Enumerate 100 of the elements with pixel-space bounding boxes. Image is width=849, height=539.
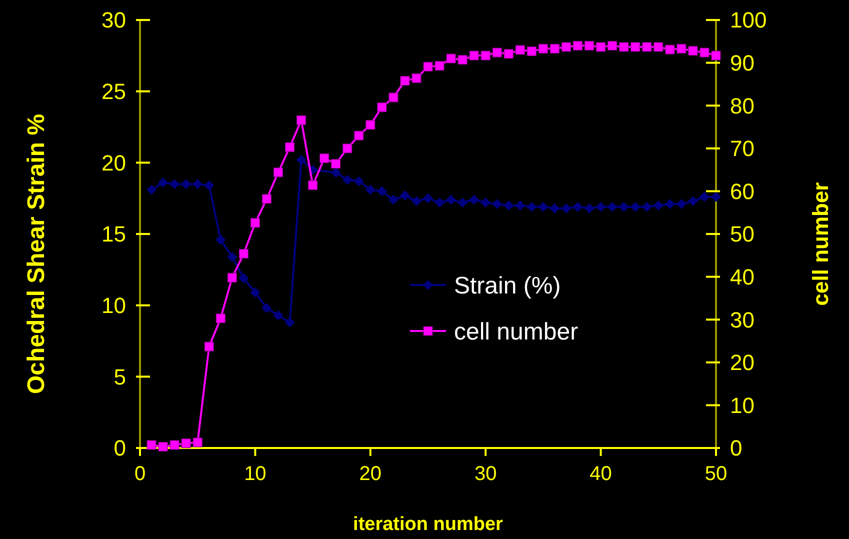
point <box>492 48 502 58</box>
point <box>331 159 341 169</box>
point <box>446 194 456 205</box>
point <box>561 42 572 52</box>
y2-tick-label: 70 <box>730 136 754 162</box>
point <box>411 196 422 206</box>
y2-tick-label: 30 <box>730 307 754 332</box>
point <box>480 198 491 208</box>
point <box>388 194 398 205</box>
point <box>664 199 675 210</box>
point <box>376 186 387 196</box>
point <box>608 40 618 50</box>
point <box>170 440 180 450</box>
y2-tick-label: 0 <box>730 436 742 461</box>
point <box>550 44 560 54</box>
point <box>676 199 686 210</box>
point <box>446 54 456 64</box>
y2-tick-label: 50 <box>730 222 754 247</box>
y2-tick-label: 60 <box>730 178 754 204</box>
point <box>630 202 640 212</box>
point <box>296 115 306 125</box>
point <box>434 198 445 208</box>
point <box>342 174 352 185</box>
point <box>204 180 214 190</box>
y-tick-label: 30 <box>102 8 126 33</box>
point <box>238 273 249 284</box>
point <box>262 303 272 314</box>
point <box>642 42 652 52</box>
point <box>400 190 410 200</box>
point <box>665 44 675 54</box>
y-tick-label: 0 <box>114 436 126 461</box>
point <box>434 60 444 71</box>
point <box>596 42 606 52</box>
point <box>227 252 238 262</box>
point <box>688 196 698 206</box>
point <box>458 55 468 65</box>
y2-tick-label: 20 <box>730 350 754 376</box>
y-tick-label: 10 <box>102 293 126 318</box>
point <box>572 202 583 212</box>
point <box>676 44 686 54</box>
point <box>366 120 376 130</box>
point <box>365 184 376 195</box>
x-tick-label: 20 <box>359 463 382 485</box>
point <box>469 194 480 205</box>
x-tick-label: 0 <box>134 463 146 485</box>
point <box>216 234 226 245</box>
point <box>250 218 260 228</box>
y-tick-label: 5 <box>114 364 126 390</box>
x-tick-label: 30 <box>474 463 497 485</box>
point <box>561 203 572 214</box>
point <box>238 248 248 258</box>
point <box>354 176 364 186</box>
point <box>284 317 295 328</box>
point <box>192 179 203 190</box>
point <box>526 202 537 212</box>
point <box>330 168 341 178</box>
point <box>515 200 526 210</box>
point <box>642 202 652 212</box>
point <box>377 102 387 112</box>
point <box>584 40 594 50</box>
point <box>711 192 721 202</box>
point <box>504 49 514 59</box>
legend-label: cell number <box>454 318 578 346</box>
point <box>227 272 237 282</box>
point <box>618 202 629 212</box>
x-tick-label: 40 <box>590 463 612 485</box>
point <box>423 62 433 72</box>
point <box>596 202 606 212</box>
point <box>538 202 548 212</box>
point <box>296 154 306 165</box>
point <box>158 442 168 452</box>
y-axis-title: Ochedral Shear Strain % <box>23 114 50 394</box>
x-tick-label: 10 <box>244 463 266 485</box>
point <box>515 45 525 55</box>
x-axis-title: iteration number <box>353 514 504 535</box>
y2-axis-title: cell number <box>808 182 833 306</box>
point <box>688 46 698 56</box>
y2-tick-label: 80 <box>730 93 754 118</box>
y-tick-label: 20 <box>102 150 126 176</box>
y2-tick-label: 40 <box>730 264 754 290</box>
y2-tick-label: 100 <box>730 8 767 33</box>
point <box>550 203 560 214</box>
point <box>584 203 594 214</box>
x-tick-label: 50 <box>704 463 728 485</box>
point <box>146 184 157 195</box>
point <box>504 200 514 210</box>
point <box>700 48 710 58</box>
point <box>572 40 583 50</box>
legend-label: Strain (%) <box>454 272 561 300</box>
point <box>273 310 284 320</box>
point <box>469 50 479 60</box>
point <box>458 198 468 208</box>
point <box>181 438 191 448</box>
y-tick-label: 25 <box>102 79 126 104</box>
point <box>607 202 618 212</box>
point <box>250 287 260 298</box>
point <box>492 199 502 210</box>
point <box>354 130 364 140</box>
point <box>423 193 433 204</box>
point <box>170 179 180 190</box>
